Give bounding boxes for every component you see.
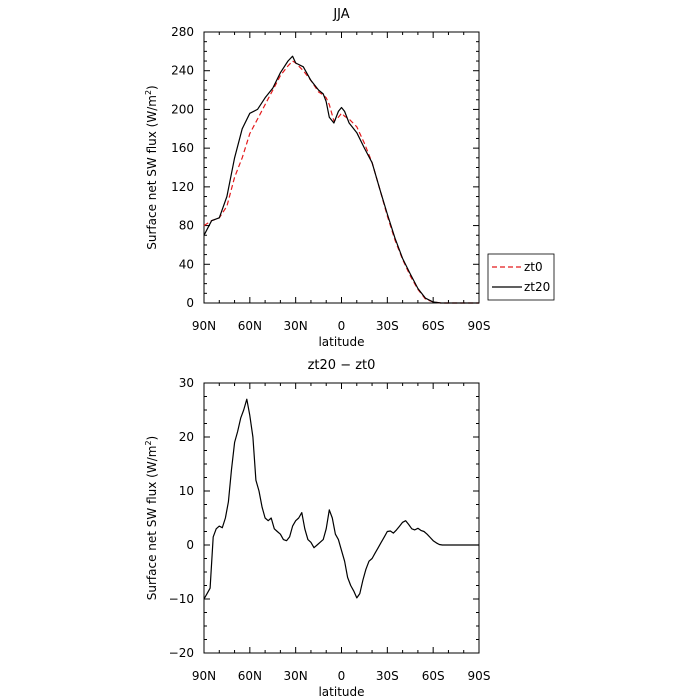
y-tick-label: 20 <box>179 430 194 444</box>
plot-frame <box>203 31 480 304</box>
x-tick-label: 60S <box>422 319 445 333</box>
y-tick-label: 10 <box>179 484 194 498</box>
y-tick-label: −10 <box>169 592 194 606</box>
legend-box <box>487 253 555 301</box>
y-tick-label: 200 <box>171 102 194 116</box>
x-tick-label: 60S <box>422 669 445 683</box>
chart-title: JJA <box>332 7 349 22</box>
x-tick-label: 0 <box>338 319 346 333</box>
plot-frame <box>203 382 480 654</box>
y-tick-label: 280 <box>171 25 194 39</box>
y-tick-label: 0 <box>186 296 194 310</box>
chart-title: zt20 − zt0 <box>308 358 376 373</box>
y-tick-label: 80 <box>179 219 194 233</box>
y-tick-label: 30 <box>179 376 194 390</box>
x-tick-label: 90N <box>192 319 216 333</box>
x-tick-label: 60N <box>238 669 262 683</box>
x-tick-label: 30N <box>284 669 308 683</box>
y-axis-label: Surface net SW flux (W/m2) <box>144 436 159 600</box>
series-line-2-1 <box>203 398 479 600</box>
y-tick-label: −20 <box>169 646 194 660</box>
x-tick-label: 30S <box>376 319 399 333</box>
y-axis-label: Surface net SW flux (W/m2) <box>144 85 159 249</box>
legend-label-zt20: zt20 <box>524 280 550 294</box>
series-line-1-1 <box>203 60 479 304</box>
y-tick-label: 160 <box>171 141 194 155</box>
chart-panel-1: JJA 90N 60N 30N 0 30S 60S 90S 0 40 80 120 160 200 240 2… <box>144 7 555 349</box>
x-tick-label: 90N <box>192 669 216 683</box>
x-tick-label: 90S <box>468 319 491 333</box>
x-axis-label: latitude <box>318 685 364 699</box>
x-tick-label: 60N <box>238 319 262 333</box>
y-tick-label: 240 <box>171 64 194 78</box>
y-tick-label: 0 <box>186 538 194 552</box>
series-line-1-2 <box>203 55 479 304</box>
x-axis-label: latitude <box>318 335 364 349</box>
y-tick-label: 120 <box>171 180 194 194</box>
x-tick-label: 30N <box>284 319 308 333</box>
chart-panel-2: zt20 − zt0 90N 60N 30N 0 30S 60S 90S −20 −10 0 10 20… <box>144 358 490 699</box>
legend-label-zt0: zt0 <box>524 260 543 274</box>
x-tick-label: 90S <box>468 669 491 683</box>
x-tick-label: 30S <box>376 669 399 683</box>
legend: zt0 zt20 <box>487 253 555 301</box>
x-tick-label: 0 <box>338 669 346 683</box>
y-tick-label: 40 <box>179 257 194 271</box>
